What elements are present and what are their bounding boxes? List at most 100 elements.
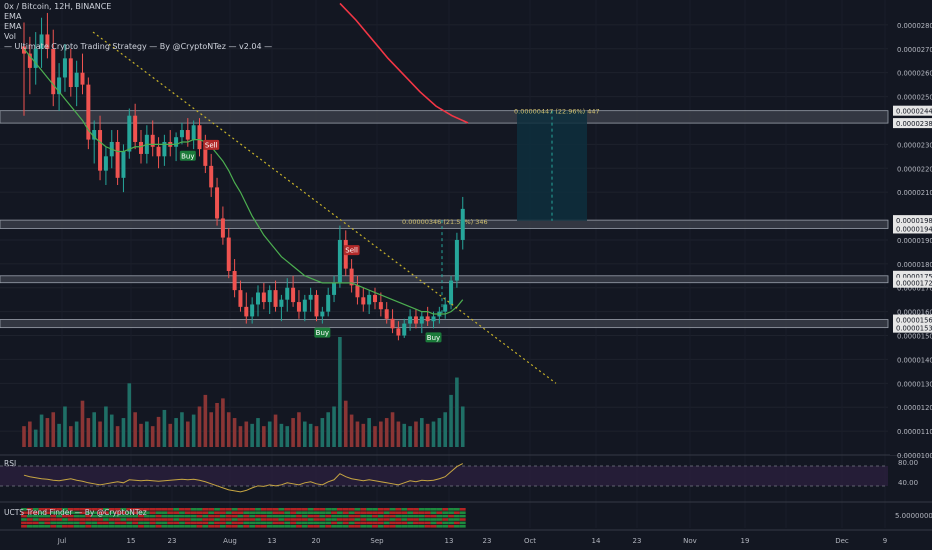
- trend-finder-cell: [179, 511, 185, 514]
- trend-finder-cell: [436, 508, 443, 511]
- trend-finder-cell: [296, 508, 302, 511]
- trend-finder-cell: [348, 508, 355, 511]
- trend-finder-cell: [319, 508, 326, 511]
- trend-finder-cell: [307, 511, 314, 514]
- trend-finder-cell: [214, 525, 220, 528]
- trend-finder-cell: [342, 508, 349, 511]
- price-label-badge: [893, 223, 932, 234]
- trend-finder-cell: [161, 514, 168, 518]
- trend-finder-cell: [225, 514, 232, 518]
- trend-finder-cell: [342, 511, 349, 514]
- trend-finder-cell: [377, 525, 384, 528]
- trend-finder-cell: [91, 525, 98, 528]
- trend-finder-cell: [26, 511, 33, 514]
- trend-finder-cell: [436, 511, 443, 514]
- trend-finder-cell: [167, 511, 174, 514]
- trend-finder-cell: [407, 514, 413, 518]
- trend-finder-cell: [50, 518, 57, 521]
- trend-finder-cell: [319, 511, 326, 514]
- trend-finder-cell: [237, 511, 244, 514]
- trend-finder-cell: [67, 514, 74, 518]
- trend-finder-cell: [120, 518, 127, 521]
- trend-finder-cell: [260, 518, 267, 521]
- candle-body: [261, 292, 266, 303]
- candle-body: [92, 130, 97, 140]
- trend-finder-cell: [184, 525, 191, 528]
- trend-finder-cell: [436, 525, 443, 528]
- trend-finder-cell: [67, 511, 74, 514]
- volume-bar: [396, 421, 401, 447]
- candle-body: [179, 130, 184, 138]
- rsi-level-label: 40.00: [898, 479, 918, 487]
- trend-finder-cell: [290, 521, 296, 525]
- trend-finder-cell: [249, 514, 256, 518]
- trend-finder-cell: [430, 508, 437, 511]
- trend-finder-cell: [103, 521, 109, 525]
- trend-finder-cell: [454, 508, 460, 511]
- trend-finder-cell: [32, 514, 39, 518]
- candle-body: [256, 292, 260, 305]
- volume-bars: [22, 337, 465, 447]
- trend-finder-cell: [173, 514, 179, 518]
- volume-bar: [39, 414, 44, 447]
- trend-finder-cell: [296, 518, 302, 521]
- trend-finder-cell: [342, 514, 349, 518]
- trend-finder-cell: [184, 514, 191, 518]
- trend-finder-cell: [337, 511, 343, 514]
- trend-finder-cell: [354, 511, 361, 514]
- trend-finder-cell: [138, 511, 144, 514]
- price-label-badge: [893, 322, 932, 333]
- trend-finder-cell: [243, 514, 250, 518]
- trend-finder-cell: [401, 511, 408, 514]
- volume-bar: [168, 423, 173, 447]
- candle-body: [209, 165, 214, 188]
- trend-finder-cell: [260, 514, 267, 518]
- trend-finder-cell: [149, 511, 156, 514]
- trend-finder-cell: [190, 525, 197, 528]
- trend-finder-cell: [272, 511, 279, 514]
- measurement-boxes: 0.00000447 (22.96%) 447 0.00000346 (21.58…: [402, 108, 600, 317]
- trend-finder-cell: [348, 514, 355, 518]
- ema-legend-2[interactable]: EMA: [4, 22, 22, 31]
- trend-finder-cell: [62, 521, 68, 525]
- trend-finder-cell: [73, 518, 80, 521]
- trend-finder-cell: [50, 521, 57, 525]
- ema-legend-1[interactable]: EMA: [4, 12, 22, 21]
- trend-finder-cell: [225, 511, 232, 514]
- volume-bar: [384, 418, 389, 447]
- volume-bar: [69, 426, 73, 447]
- trend-finder-cell: [442, 511, 449, 514]
- candle-body: [419, 316, 424, 324]
- trend-finder-cell: [21, 525, 27, 528]
- trend-finder-cell: [126, 525, 133, 528]
- chart-legend: 0x / Bitcoin, 12H, BINANCE EMA EMA Vol —…: [4, 2, 272, 52]
- trend-finder-cell: [67, 521, 74, 525]
- trend-finder-cell: [418, 508, 425, 511]
- price-label-text: 0.00002441: [896, 108, 932, 116]
- candle-body: [244, 306, 249, 317]
- trend-finder-cell: [348, 518, 355, 521]
- trend-finder-cell: [85, 508, 92, 511]
- price-label-text: 0.00001948: [896, 225, 932, 233]
- trend-finder-cell: [237, 518, 244, 521]
- trend-finder-cell: [132, 511, 139, 514]
- volume-bar: [420, 418, 424, 447]
- trend-finder-cell: [278, 518, 285, 521]
- trend-finder-cell: [26, 508, 33, 511]
- trend-finder-cell: [155, 521, 162, 525]
- trend-finder-cell: [436, 514, 443, 518]
- trend-finder-cell: [56, 521, 62, 525]
- strategy-legend[interactable]: — Ultimate Crypto Trading Strategy — By …: [4, 42, 273, 51]
- trend-finder-cell: [108, 525, 115, 528]
- volume-legend[interactable]: Vol: [4, 32, 16, 41]
- trend-finder-cell: [459, 521, 466, 525]
- trend-finder-cell: [448, 511, 454, 514]
- trend-finder-cell: [149, 508, 156, 511]
- volume-bar: [209, 412, 213, 447]
- trend-finder-cell: [79, 514, 86, 518]
- rsi-band: [0, 466, 888, 486]
- candle-body: [115, 141, 120, 178]
- trend-finder-cell: [296, 511, 302, 514]
